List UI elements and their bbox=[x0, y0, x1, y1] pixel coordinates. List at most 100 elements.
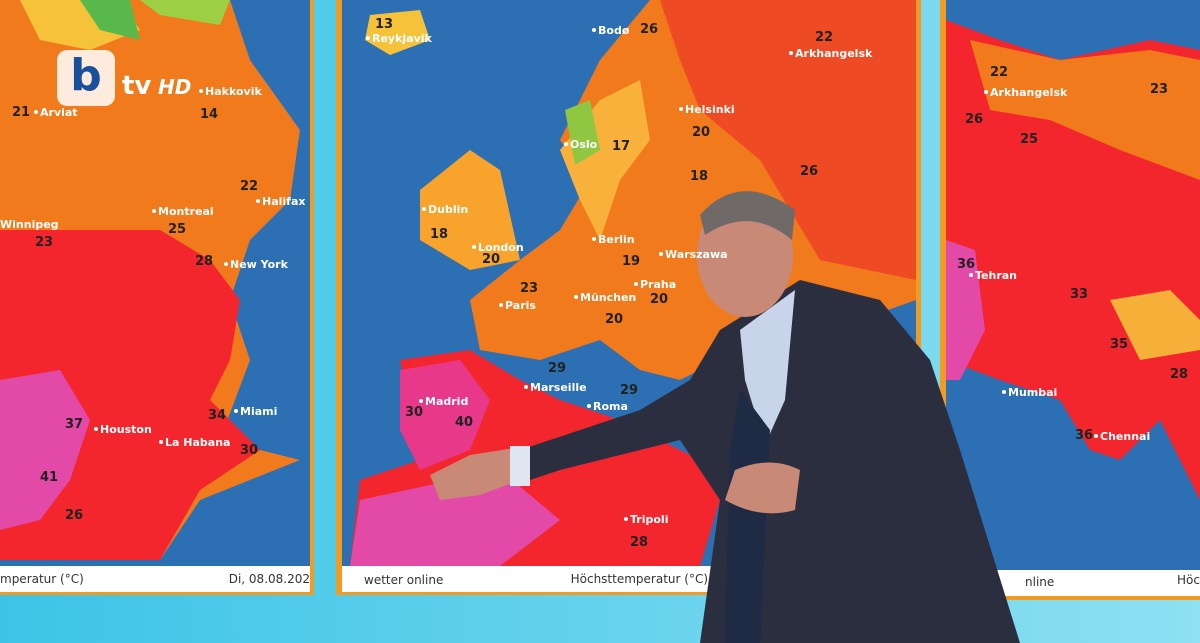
temperature: 34 bbox=[208, 408, 226, 423]
temperature: 29 bbox=[620, 383, 638, 398]
city-dot bbox=[199, 89, 203, 93]
temperature: 36 bbox=[957, 257, 975, 272]
city-dot bbox=[499, 303, 503, 307]
city-name: Roma bbox=[593, 400, 628, 413]
map-asia bbox=[940, 0, 1200, 600]
city-dot bbox=[34, 110, 38, 114]
city-name: Miami bbox=[240, 405, 277, 418]
city-name: Chennai bbox=[1100, 430, 1150, 443]
temperature: 23 bbox=[35, 235, 53, 250]
temperature: 26 bbox=[65, 508, 83, 523]
temperature: 22 bbox=[990, 65, 1008, 80]
city-name: Winnipeg bbox=[0, 218, 59, 231]
temperature: 25 bbox=[168, 222, 186, 237]
city-name: Reykjavik bbox=[372, 32, 433, 45]
city-name: Oslo bbox=[570, 138, 598, 151]
city-dot bbox=[419, 399, 423, 403]
city-name: Arviat bbox=[40, 106, 78, 119]
logo-brand: b bbox=[70, 50, 102, 101]
temperature: 20 bbox=[482, 252, 500, 267]
map-europe bbox=[336, 0, 921, 595]
city-dot bbox=[152, 209, 156, 213]
temperature: 35 bbox=[1110, 337, 1128, 352]
city-dot bbox=[366, 36, 370, 40]
temperature: 30 bbox=[405, 405, 423, 420]
map-footers: mperatur (°C) Di, 08.08.202 wetter onlin… bbox=[0, 572, 1200, 589]
temperature: 18 bbox=[690, 169, 708, 184]
presenter bbox=[430, 191, 1020, 643]
city-name: Dublin bbox=[428, 203, 468, 216]
temperature: 18 bbox=[430, 227, 448, 242]
city-dot bbox=[234, 409, 238, 413]
city-name: Mumbai bbox=[1008, 386, 1057, 399]
temperature: 13 bbox=[375, 17, 393, 32]
footer-brand: wetter online bbox=[364, 573, 443, 587]
city-name: Arkhangelsk bbox=[795, 47, 873, 60]
temperature: 22 bbox=[815, 30, 833, 45]
city-dot bbox=[524, 385, 528, 389]
footer-date: Di, 08.08.202 bbox=[229, 572, 310, 586]
footer-left: mperatur (°C) bbox=[0, 572, 84, 586]
temperature: 14 bbox=[200, 107, 218, 122]
city-dot bbox=[624, 517, 628, 521]
city-dot bbox=[1002, 390, 1006, 394]
city-name: Tripoli bbox=[630, 513, 668, 526]
city-dot bbox=[1094, 434, 1098, 438]
city-name: Marseille bbox=[530, 381, 587, 394]
temperature: 25 bbox=[1020, 132, 1038, 147]
city-dot bbox=[472, 245, 476, 249]
map-americas bbox=[0, 0, 314, 595]
city-name: New York bbox=[230, 258, 289, 271]
temperature: 20 bbox=[692, 125, 710, 140]
logo-quality: HD bbox=[158, 75, 191, 99]
temperature: 19 bbox=[622, 254, 640, 269]
city-name: Praha bbox=[640, 278, 676, 291]
footer-brand: nline bbox=[1025, 575, 1054, 589]
city-dot bbox=[592, 237, 596, 241]
city-dot bbox=[94, 427, 98, 431]
temperature: 28 bbox=[195, 254, 213, 269]
footer-title: Höchsttemperatur (°C) bbox=[571, 572, 708, 586]
city-name: Arkhangelsk bbox=[990, 86, 1068, 99]
city-dot bbox=[592, 28, 596, 32]
city-name: Berlin bbox=[598, 233, 635, 246]
city-dot bbox=[159, 440, 163, 444]
city-name: Hakkovik bbox=[205, 85, 262, 98]
city-name: Warszawa bbox=[665, 248, 728, 261]
temperature: 30 bbox=[240, 443, 258, 458]
temperature: 23 bbox=[520, 281, 538, 296]
city-dot bbox=[679, 107, 683, 111]
city-dot bbox=[564, 142, 568, 146]
city-dot bbox=[789, 51, 793, 55]
city-name: Bodø bbox=[598, 24, 630, 37]
temperature: 33 bbox=[1070, 287, 1088, 302]
temperature: 36 bbox=[1075, 428, 1093, 443]
city-dot bbox=[574, 295, 578, 299]
city-dot bbox=[659, 252, 663, 256]
channel-logo: b tv HD bbox=[57, 50, 191, 106]
city-dot bbox=[984, 90, 988, 94]
city-name: Madrid bbox=[425, 395, 468, 408]
city-name: Montreal bbox=[158, 205, 214, 218]
city-dot bbox=[224, 262, 228, 266]
temperature: 20 bbox=[605, 312, 623, 327]
city-name: La Habana bbox=[165, 436, 230, 449]
temperature: 23 bbox=[1150, 82, 1168, 97]
logo-channel: tv bbox=[122, 71, 151, 101]
city-name: Halifax bbox=[262, 195, 305, 208]
city-name: Paris bbox=[505, 299, 536, 312]
temperature: 41 bbox=[40, 470, 58, 485]
temperature: 29 bbox=[548, 361, 566, 376]
map-labels: Arviat 21 Hakkovik 14 Winnipeg 23 Montreal 25 Ha… bbox=[0, 17, 1188, 550]
city-name: Helsinki bbox=[685, 103, 735, 116]
city-dot bbox=[969, 273, 973, 277]
temperature: 22 bbox=[240, 179, 258, 194]
city-name: London bbox=[478, 241, 524, 254]
city-name: München bbox=[580, 291, 636, 304]
temperature: 26 bbox=[965, 112, 983, 127]
city-dot bbox=[634, 282, 638, 286]
city-dot bbox=[587, 404, 591, 408]
city-name: Houston bbox=[100, 423, 152, 436]
